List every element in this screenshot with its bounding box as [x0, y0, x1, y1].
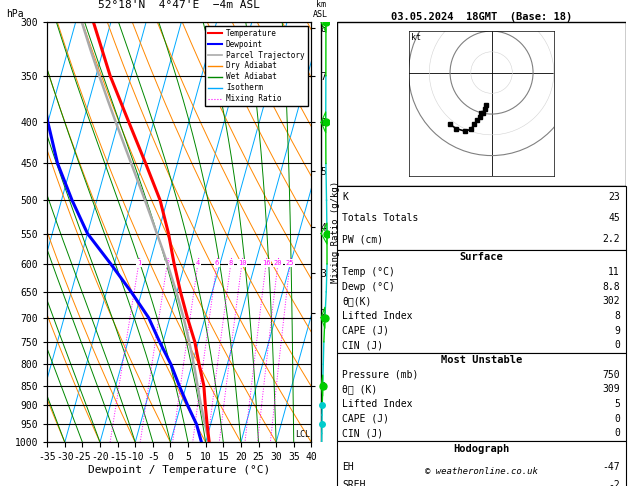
Bar	[337, 441, 626, 486]
Text: CAPE (J): CAPE (J)	[342, 414, 389, 424]
Text: 25: 25	[286, 260, 294, 266]
Text: Dewp (°C): Dewp (°C)	[342, 282, 395, 292]
Text: Hodograph: Hodograph	[453, 445, 509, 454]
Legend: Temperature, Dewpoint, Parcel Trajectory, Dry Adiabat, Wet Adiabat, Isotherm, Mi: Temperature, Dewpoint, Parcel Trajectory…	[205, 26, 308, 106]
Text: 5: 5	[614, 399, 620, 409]
Text: Mixing Ratio (g/kg): Mixing Ratio (g/kg)	[331, 181, 340, 283]
Text: 750: 750	[603, 369, 620, 380]
Text: SREH: SREH	[342, 480, 366, 486]
Text: 8: 8	[229, 260, 233, 266]
Text: 0: 0	[614, 428, 620, 438]
Text: 4: 4	[196, 260, 200, 266]
Text: CIN (J): CIN (J)	[342, 340, 384, 350]
Text: 23: 23	[608, 191, 620, 202]
Text: 8: 8	[614, 311, 620, 321]
Text: Lifted Index: Lifted Index	[342, 311, 413, 321]
Text: CAPE (J): CAPE (J)	[342, 326, 389, 336]
Text: 0: 0	[614, 414, 620, 424]
Text: 20: 20	[274, 260, 282, 266]
Text: 03.05.2024  18GMT  (Base: 18): 03.05.2024 18GMT (Base: 18)	[391, 12, 572, 22]
Text: LCL: LCL	[295, 430, 310, 439]
Text: 9: 9	[614, 326, 620, 336]
Text: -2: -2	[608, 480, 620, 486]
Bar	[337, 186, 626, 250]
Text: 52°18'N  4°47'E  −4m ASL: 52°18'N 4°47'E −4m ASL	[98, 0, 260, 10]
Text: 45: 45	[608, 213, 620, 223]
Text: hPa: hPa	[6, 9, 24, 19]
Text: PW (cm): PW (cm)	[342, 234, 384, 244]
Text: Temp (°C): Temp (°C)	[342, 267, 395, 277]
Text: 16: 16	[262, 260, 270, 266]
Text: 11: 11	[608, 267, 620, 277]
Text: K: K	[342, 191, 348, 202]
Text: 1: 1	[136, 260, 141, 266]
Text: 302: 302	[603, 296, 620, 306]
Text: Totals Totals: Totals Totals	[342, 213, 419, 223]
X-axis label: Dewpoint / Temperature (°C): Dewpoint / Temperature (°C)	[88, 465, 270, 475]
Text: 309: 309	[603, 384, 620, 394]
Text: © weatheronline.co.uk: © weatheronline.co.uk	[425, 468, 538, 476]
Text: km
ASL: km ASL	[313, 0, 328, 19]
Text: Lifted Index: Lifted Index	[342, 399, 413, 409]
Text: EH: EH	[342, 462, 354, 472]
Text: 8.8: 8.8	[603, 282, 620, 292]
Text: kt: kt	[411, 33, 421, 42]
Bar	[337, 250, 626, 352]
Text: -47: -47	[603, 462, 620, 472]
Bar	[337, 352, 626, 441]
Text: 0: 0	[614, 340, 620, 350]
Text: CIN (J): CIN (J)	[342, 428, 384, 438]
Text: Most Unstable: Most Unstable	[440, 355, 522, 365]
Text: θᴄ (K): θᴄ (K)	[342, 384, 377, 394]
Text: Pressure (mb): Pressure (mb)	[342, 369, 419, 380]
Text: 6: 6	[215, 260, 219, 266]
Text: 10: 10	[238, 260, 246, 266]
Text: Surface: Surface	[459, 252, 503, 262]
Text: θᴄ(K): θᴄ(K)	[342, 296, 372, 306]
Text: 2.2: 2.2	[603, 234, 620, 244]
Text: 2: 2	[165, 260, 170, 266]
Bar	[337, 21, 626, 186]
